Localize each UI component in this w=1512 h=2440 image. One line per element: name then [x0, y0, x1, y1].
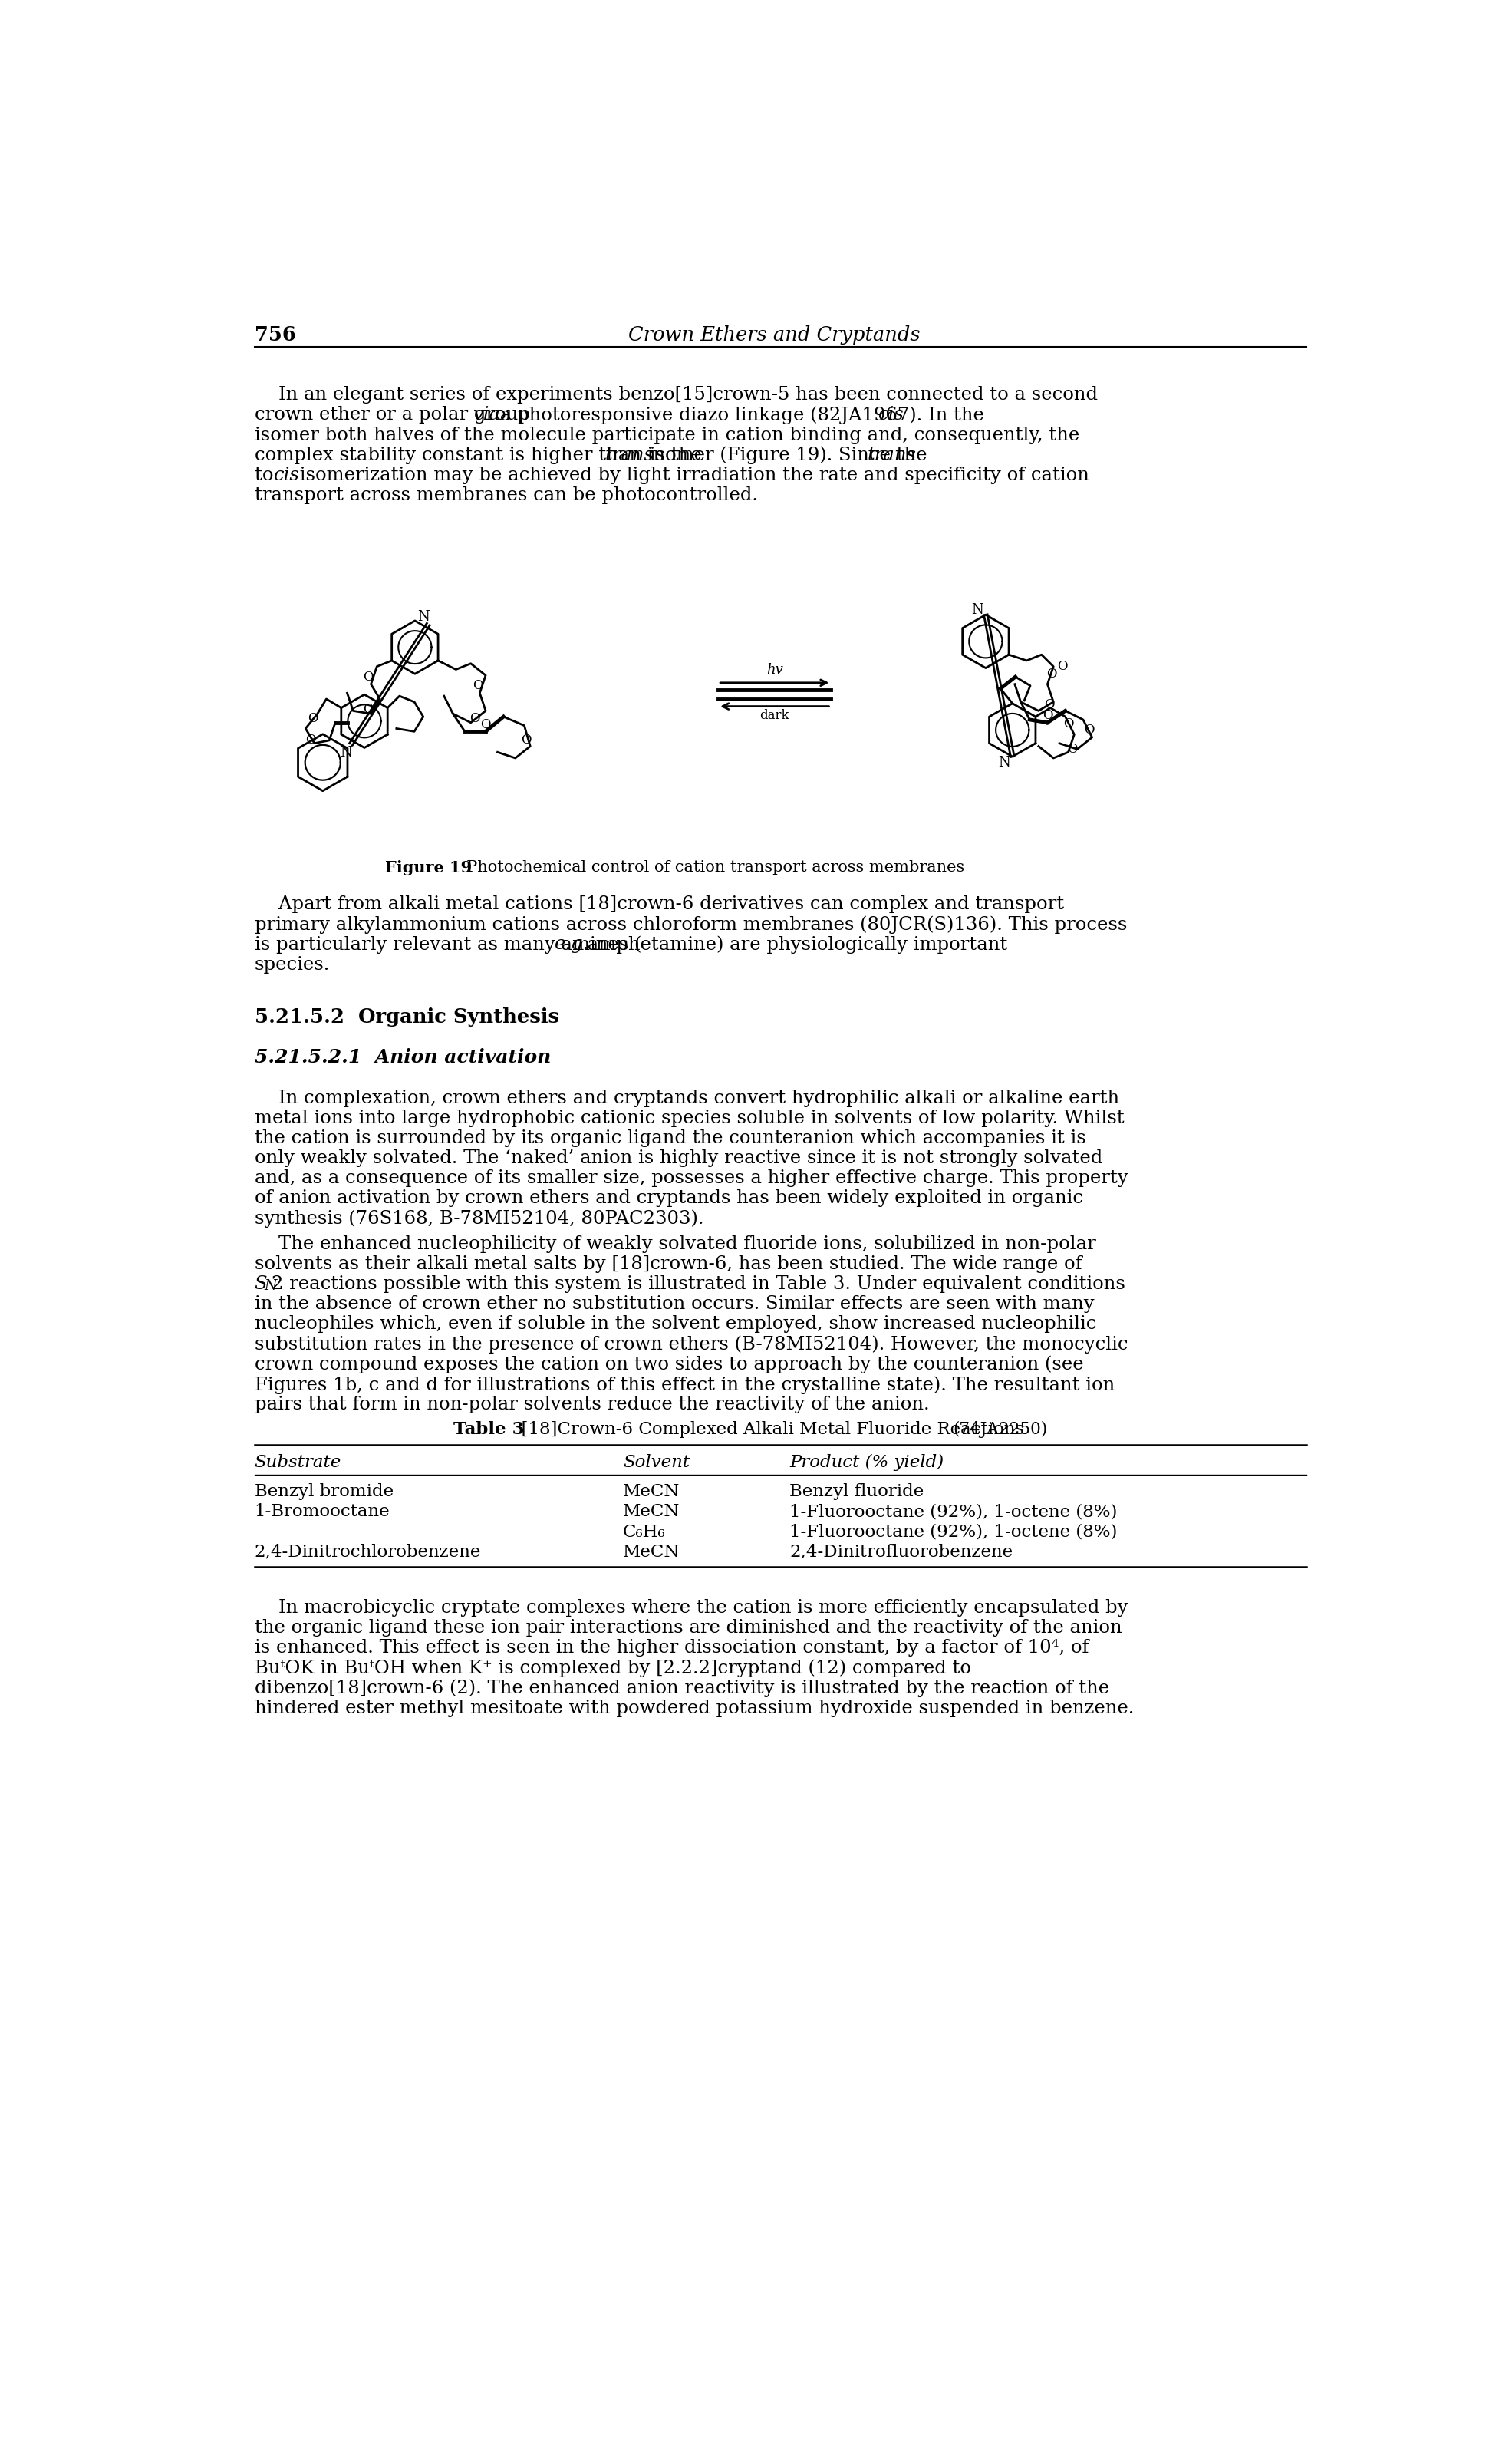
Text: The enhanced nucleophilicity of weakly solvated fluoride ions, solubilized in no: The enhanced nucleophilicity of weakly s…: [254, 1235, 1096, 1252]
Text: O: O: [1067, 742, 1078, 756]
Text: isomer (Figure 19). Since the: isomer (Figure 19). Since the: [644, 447, 933, 464]
Text: 756: 756: [254, 325, 296, 344]
Text: in the absence of crown ether no substitution occurs. Similar effects are seen w: in the absence of crown ether no substit…: [254, 1296, 1095, 1313]
Text: transport across membranes can be photocontrolled.: transport across membranes can be photoc…: [254, 486, 758, 505]
Text: of anion activation by crown ethers and cryptands has been widely exploited in o: of anion activation by crown ethers and …: [254, 1191, 1083, 1208]
Text: BuᵗOK in BuᵗOH when K⁺ is complexed by [2.2.2]cryptand (12) compared to: BuᵗOK in BuᵗOH when K⁺ is complexed by […: [254, 1659, 971, 1676]
Text: O: O: [363, 703, 373, 715]
Text: crown ether or a polar group: crown ether or a polar group: [254, 405, 535, 425]
Text: is particularly relevant as many amines (: is particularly relevant as many amines …: [254, 935, 641, 954]
Text: N: N: [998, 756, 1010, 769]
Text: nucleophiles which, even if soluble in the solvent employed, show increased nucl: nucleophiles which, even if soluble in t…: [254, 1315, 1096, 1332]
Text: N: N: [971, 603, 983, 617]
Text: O: O: [1057, 659, 1067, 673]
Text: species.: species.: [254, 956, 330, 974]
Text: the organic ligand these ion pair interactions are diminished and the reactivity: the organic ligand these ion pair intera…: [254, 1620, 1122, 1637]
Text: 1-Bromooctane: 1-Bromooctane: [254, 1503, 390, 1520]
Text: 2,4-Dinitrochlorobenzene: 2,4-Dinitrochlorobenzene: [254, 1545, 481, 1562]
Text: O: O: [473, 678, 484, 693]
Text: O: O: [1063, 717, 1074, 730]
Text: S: S: [254, 1276, 268, 1293]
Text: Figures 1b, c and d for illustrations of this effect in the crystalline state). : Figures 1b, c and d for illustrations of…: [254, 1376, 1114, 1393]
Text: dark: dark: [761, 710, 789, 722]
Text: Benzyl fluoride: Benzyl fluoride: [789, 1484, 924, 1501]
Text: crown compound exposes the cation on two sides to approach by the counteranion (: crown compound exposes the cation on two…: [254, 1357, 1084, 1374]
Text: O: O: [1046, 669, 1057, 681]
Text: O: O: [1084, 725, 1095, 737]
Text: cis: cis: [274, 466, 299, 483]
Text: In macrobicyclic cryptate complexes where the cation is more efficiently encapsu: In macrobicyclic cryptate complexes wher…: [254, 1598, 1128, 1618]
Text: hindered ester methyl mesitoate with powdered potassium hydroxide suspended in b: hindered ester methyl mesitoate with pow…: [254, 1701, 1134, 1718]
Text: O: O: [305, 734, 316, 747]
Text: O: O: [522, 734, 531, 747]
Text: Photochemical control of cation transport across membranes: Photochemical control of cation transpor…: [457, 859, 965, 874]
Text: isomer both halves of the molecule participate in cation binding and, consequent: isomer both halves of the molecule parti…: [254, 427, 1080, 444]
Text: a photoresponsive diazo linkage (82JA1967). In the: a photoresponsive diazo linkage (82JA196…: [494, 405, 990, 425]
Text: Solvent: Solvent: [623, 1454, 689, 1471]
Text: (74JA2250): (74JA2250): [953, 1420, 1048, 1437]
Text: O: O: [363, 671, 373, 683]
Text: amphetamine) are physiologically important: amphetamine) are physiologically importa…: [581, 935, 1007, 954]
Text: In an elegant series of experiments benzo[15]crown-5 has been connected to a sec: In an elegant series of experiments benz…: [254, 386, 1098, 403]
Text: Crown Ethers and Cryptands: Crown Ethers and Cryptands: [629, 325, 921, 344]
Text: [18]Crown-6 Complexed Alkali Metal Fluoride Reactions: [18]Crown-6 Complexed Alkali Metal Fluor…: [510, 1420, 1030, 1437]
Text: isomerization may be achieved by light irradiation the rate and specificity of c: isomerization may be achieved by light i…: [293, 466, 1089, 483]
Text: synthesis (76S168, B-78MI52104, 80PAC2303).: synthesis (76S168, B-78MI52104, 80PAC230…: [254, 1210, 703, 1227]
Text: is enhanced. This effect is seen in the higher dissociation constant, by a facto: is enhanced. This effect is seen in the …: [254, 1640, 1089, 1657]
Text: O: O: [308, 712, 319, 725]
Text: solvents as their alkali metal salts by [18]crown-6, has been studied. The wide : solvents as their alkali metal salts by …: [254, 1254, 1081, 1274]
Text: N: N: [417, 610, 429, 625]
Text: O: O: [481, 717, 491, 732]
Text: cis: cis: [878, 405, 904, 425]
Text: the cation is surrounded by its organic ligand the counteranion which accompanie: the cation is surrounded by its organic …: [254, 1130, 1086, 1147]
Text: to: to: [254, 466, 280, 483]
Text: hv: hv: [767, 664, 783, 676]
Text: O: O: [470, 712, 481, 725]
Text: In complexation, crown ethers and cryptands convert hydrophilic alkali or alkali: In complexation, crown ethers and crypta…: [254, 1088, 1119, 1108]
Text: metal ions into large hydrophobic cationic species soluble in solvents of low po: metal ions into large hydrophobic cation…: [254, 1110, 1123, 1127]
Text: e.g.: e.g.: [555, 935, 590, 954]
Text: MeCN: MeCN: [623, 1484, 680, 1501]
Text: 1-Fluorooctane (92%), 1-octene (8%): 1-Fluorooctane (92%), 1-octene (8%): [789, 1523, 1117, 1540]
Text: Figure 19: Figure 19: [386, 859, 472, 876]
Text: C₆H₆: C₆H₆: [623, 1523, 665, 1540]
Text: only weakly solvated. The ‘naked’ anion is highly reactive since it is not stron: only weakly solvated. The ‘naked’ anion …: [254, 1149, 1102, 1166]
Text: N: N: [340, 747, 352, 759]
Text: complex stability constant is higher than in the: complex stability constant is higher tha…: [254, 447, 708, 464]
Text: primary alkylammonium cations across chloroform membranes (80JCR(S)136). This pr: primary alkylammonium cations across chl…: [254, 915, 1126, 935]
Text: 5.21.5.2.1  Anion activation: 5.21.5.2.1 Anion activation: [254, 1047, 550, 1066]
Text: 2,4-Dinitrofluorobenzene: 2,4-Dinitrofluorobenzene: [789, 1545, 1013, 1562]
Text: via: via: [472, 405, 500, 425]
Text: Table 3: Table 3: [454, 1420, 525, 1437]
Text: O: O: [1042, 710, 1052, 722]
Text: N: N: [265, 1279, 277, 1293]
Text: 2 reactions possible with this system is illustrated in Table 3. Under equivalen: 2 reactions possible with this system is…: [272, 1276, 1125, 1293]
Text: 1-Fluorooctane (92%), 1-octene (8%): 1-Fluorooctane (92%), 1-octene (8%): [789, 1503, 1117, 1520]
Text: Benzyl bromide: Benzyl bromide: [254, 1484, 393, 1501]
Text: and, as a consequence of its smaller size, possesses a higher effective charge. : and, as a consequence of its smaller siz…: [254, 1169, 1128, 1188]
Text: trans: trans: [605, 447, 655, 464]
Text: trans: trans: [868, 447, 916, 464]
Text: dibenzo[18]crown-6 (2). The enhanced anion reactivity is illustrated by the reac: dibenzo[18]crown-6 (2). The enhanced ani…: [254, 1679, 1110, 1698]
Text: O: O: [1045, 698, 1054, 712]
Text: Substrate: Substrate: [254, 1454, 342, 1471]
Text: MeCN: MeCN: [623, 1545, 680, 1562]
Text: substitution rates in the presence of crown ethers (B-78MI52104). However, the m: substitution rates in the presence of cr…: [254, 1335, 1128, 1354]
Text: pairs that form in non-polar solvents reduce the reactivity of the anion.: pairs that form in non-polar solvents re…: [254, 1396, 930, 1413]
Text: Apart from alkali metal cations [18]crown-6 derivatives can complex and transpor: Apart from alkali metal cations [18]crow…: [254, 895, 1064, 913]
Text: MeCN: MeCN: [623, 1503, 680, 1520]
Text: 5.21.5.2  Organic Synthesis: 5.21.5.2 Organic Synthesis: [254, 1008, 559, 1027]
Text: Product (% yield): Product (% yield): [789, 1454, 943, 1471]
